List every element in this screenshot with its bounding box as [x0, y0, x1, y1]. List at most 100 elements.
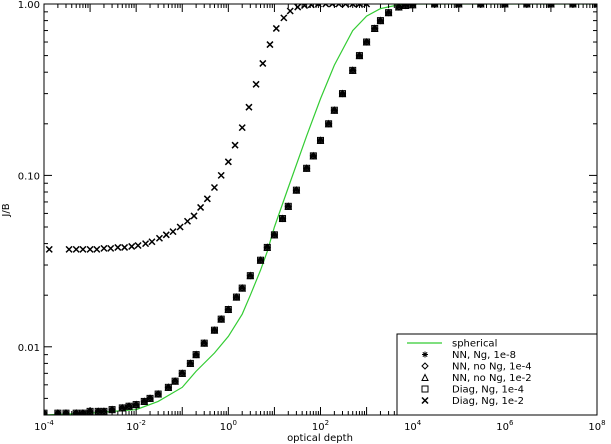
data-point-square	[72, 409, 80, 415]
data-point-asterisk	[317, 137, 324, 144]
data-point-square	[349, 66, 357, 74]
data-point-cross	[121, 243, 129, 251]
data-point-asterisk	[201, 340, 208, 347]
data-point-cross	[355, 4, 363, 8]
data-point-triangle	[73, 409, 80, 415]
legend-label: Diag, Ng, 1e-4	[452, 385, 524, 396]
data-point-square	[263, 243, 271, 251]
data-point-cross	[224, 158, 232, 166]
data-point-cross	[183, 217, 192, 225]
data-point-cross	[245, 103, 253, 111]
legend-symbol-diamond	[421, 362, 429, 370]
data-point-cross	[272, 24, 280, 32]
data-point-cross	[162, 231, 170, 239]
data-point-asterisk	[377, 17, 384, 24]
data-point-square	[164, 383, 172, 391]
data-point-cross	[231, 141, 239, 149]
data-point-asterisk	[293, 187, 300, 194]
data-point-asterisk	[218, 316, 225, 323]
data-point-asterisk	[193, 351, 200, 358]
legend-label: NN, Ng, 1e-8	[452, 350, 516, 361]
data-point-square	[238, 284, 246, 292]
data-point-cross	[252, 80, 260, 88]
data-point-asterisk	[95, 408, 102, 415]
data-point-square	[385, 9, 393, 17]
data-point-cross	[335, 4, 343, 8]
legend-label: NN, no Ng, 1e-4	[452, 362, 532, 373]
data-point-asterisk	[363, 39, 370, 46]
data-point-square	[146, 394, 154, 402]
data-point-cross	[45, 245, 53, 253]
data-point-cross	[342, 4, 350, 8]
legend-label: Diag, Ng, 1e-2	[452, 396, 524, 407]
data-point-cross	[259, 59, 267, 67]
data-point-asterisk	[356, 52, 363, 59]
data-point-cross	[107, 244, 115, 252]
data-point-square	[325, 120, 333, 128]
legend-label: spherical	[452, 339, 497, 350]
data-point-cross	[238, 124, 246, 132]
data-point-cross	[65, 245, 73, 253]
data-point-asterisk	[179, 370, 186, 377]
data-point-square	[317, 136, 324, 144]
data-point-square	[284, 202, 292, 210]
data-point-asterisk	[133, 401, 140, 408]
x-tick-label: 108	[588, 419, 605, 433]
data-point-asterisk	[225, 306, 232, 313]
data-point-asterisk	[247, 272, 254, 279]
data-point-cross	[217, 171, 225, 179]
data-point-cross	[266, 41, 274, 49]
data-point-square	[309, 152, 317, 160]
data-point-asterisk	[271, 231, 278, 238]
data-point-square	[171, 377, 179, 385]
data-point-square	[338, 90, 346, 98]
data-point-square	[279, 215, 287, 223]
data-point-cross	[155, 234, 163, 242]
x-tick-label: 10-4	[34, 419, 54, 433]
data-point-cross	[286, 7, 294, 15]
x-axis-label: optical depth	[287, 433, 353, 444]
data-point-asterisk	[325, 120, 332, 127]
data-point-cross	[148, 238, 156, 246]
data-point-square	[303, 164, 311, 172]
data-point-square	[44, 409, 48, 415]
data-point-asterisk	[303, 165, 310, 172]
data-point-square	[270, 231, 278, 239]
data-point-cross	[294, 4, 302, 11]
data-point-triangle	[54, 409, 61, 415]
data-point-diamond	[79, 409, 87, 415]
data-point-asterisk	[155, 391, 162, 398]
series-line-spherical	[44, 4, 597, 415]
data-point-cross	[86, 245, 94, 253]
data-point-square	[62, 409, 70, 415]
data-point-triangle	[44, 409, 47, 415]
data-point-diamond	[54, 409, 62, 415]
data-point-cross	[322, 4, 330, 8]
data-point-square	[192, 351, 200, 359]
data-point-asterisk	[339, 90, 346, 97]
data-point-diamond	[44, 409, 48, 415]
data-point-asterisk	[371, 25, 378, 32]
data-point-asterisk	[285, 203, 292, 210]
data-point-square	[118, 404, 126, 412]
data-point-square	[178, 369, 186, 377]
data-point-cross	[210, 183, 218, 192]
data-point-cross	[169, 228, 177, 236]
legend-symbol-triangle	[421, 373, 429, 381]
data-point-square	[355, 52, 363, 60]
data-point-asterisk	[147, 395, 154, 402]
legend-symbol-square	[421, 385, 429, 393]
data-point-square	[376, 17, 384, 25]
data-point-square	[54, 409, 62, 415]
x-tick-label: 10-2	[126, 419, 146, 433]
data-point-asterisk	[211, 327, 218, 334]
data-point-cross	[197, 203, 205, 211]
y-tick-label: 0.10	[18, 171, 40, 182]
data-point-cross	[349, 4, 357, 8]
data-point-asterisk	[257, 257, 264, 264]
data-point-asterisk	[264, 244, 271, 251]
data-point-asterisk	[385, 9, 392, 16]
x-tick-label: 104	[404, 419, 422, 433]
